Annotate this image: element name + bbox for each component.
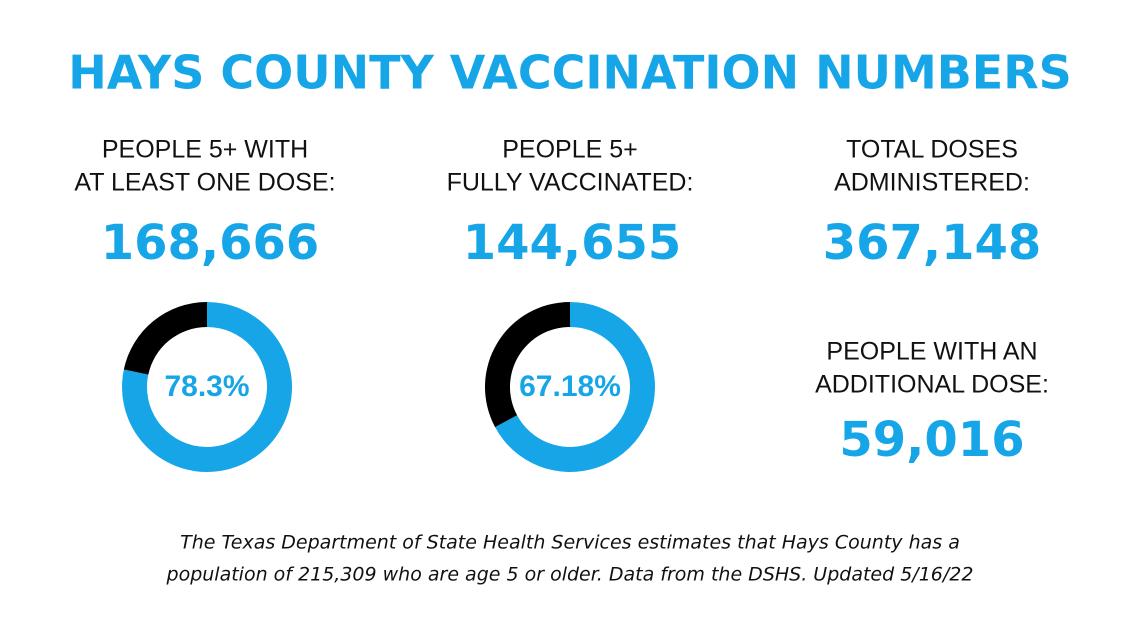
donut-label: 67.18% (519, 370, 621, 403)
stat-heading: ADDITIONAL DOSE: (815, 371, 1049, 399)
donut-segment (484, 302, 570, 428)
title: HAYS COUNTY VACCINATION NUMBERS (68, 46, 1072, 100)
donut-segment (123, 302, 207, 375)
stat-heading: PEOPLE WITH AN (826, 338, 1037, 366)
stat-heading: FULLY VACCINATED: (447, 169, 694, 197)
footnote: The Texas Department of State Health Ser… (180, 532, 960, 554)
donut-segment (495, 302, 655, 472)
stat-value: 367,148 (823, 215, 1042, 271)
stat-heading: AT LEAST ONE DOSE: (74, 169, 335, 197)
stat-value: 59,016 (839, 412, 1024, 468)
stat-heading: PEOPLE 5+ WITH (102, 136, 308, 164)
stat-heading: TOTAL DOSES (846, 136, 1018, 164)
donut-segment (121, 302, 292, 472)
donut-label: 78.3% (164, 370, 249, 403)
stat-value: 144,655 (463, 215, 682, 271)
stat-value: 168,666 (101, 215, 320, 271)
footnote: population of 215,309 who are age 5 or o… (166, 564, 974, 586)
stat-heading: ADMINISTERED: (834, 169, 1030, 197)
stat-heading: PEOPLE 5+ (502, 136, 638, 164)
